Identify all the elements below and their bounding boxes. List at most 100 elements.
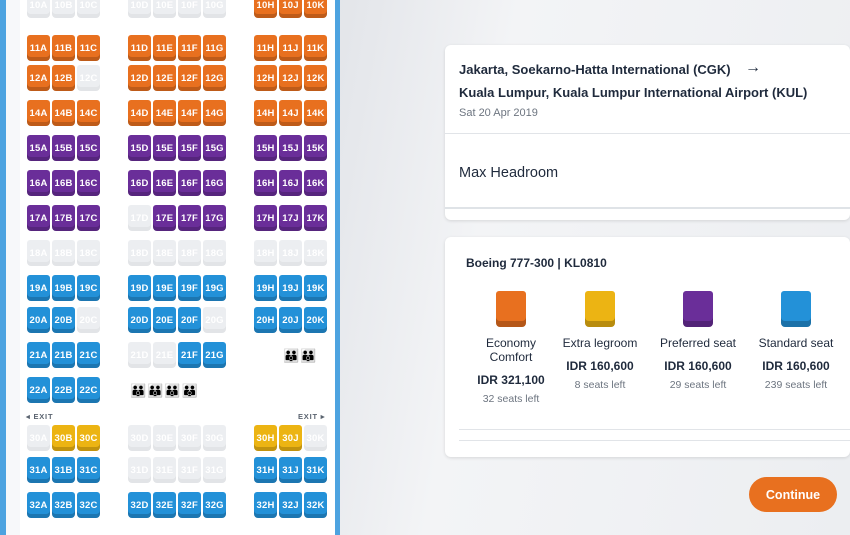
seat-15E[interactable]: 15E [153,135,176,161]
seat-11G[interactable]: 11G [203,35,226,61]
seat-20E[interactable]: 20E [153,307,176,333]
seat-22B[interactable]: 22B [52,377,75,403]
seat-21B[interactable]: 21B [52,342,75,368]
seat-32F[interactable]: 32F [178,492,201,518]
seat-12K[interactable]: 12K [304,65,327,91]
seat-22A[interactable]: 22A [27,377,50,403]
seat-21C[interactable]: 21C [77,342,100,368]
seat-15D[interactable]: 15D [128,135,151,161]
seat-30C[interactable]: 30C [77,425,100,451]
seat-31H[interactable]: 31H [254,457,277,483]
seat-14G[interactable]: 14G [203,100,226,126]
seat-31J[interactable]: 31J [279,457,302,483]
seat-12D[interactable]: 12D [128,65,151,91]
seat-32K[interactable]: 32K [304,492,327,518]
seat-21A[interactable]: 21A [27,342,50,368]
seat-17G[interactable]: 17G [203,205,226,231]
seat-31B[interactable]: 31B [52,457,75,483]
seat-15A[interactable]: 15A [27,135,50,161]
seat-11C[interactable]: 11C [77,35,100,61]
seat-16C[interactable]: 16C [77,170,100,196]
seat-11J[interactable]: 11J [279,35,302,61]
seat-16B[interactable]: 16B [52,170,75,196]
seat-20K[interactable]: 20K [304,307,327,333]
seat-32A[interactable]: 32A [27,492,50,518]
seat-19A[interactable]: 19A [27,275,50,301]
seat-19J[interactable]: 19J [279,275,302,301]
seat-14B[interactable]: 14B [52,100,75,126]
seat-16A[interactable]: 16A [27,170,50,196]
seat-32G[interactable]: 32G [203,492,226,518]
seat-12A[interactable]: 12A [27,65,50,91]
seat-20F[interactable]: 20F [178,307,201,333]
seat-16K[interactable]: 16K [304,170,327,196]
seat-12J[interactable]: 12J [279,65,302,91]
seat-31K[interactable]: 31K [304,457,327,483]
seat-30J[interactable]: 30J [279,425,302,451]
seat-17C[interactable]: 17C [77,205,100,231]
seat-32E[interactable]: 32E [153,492,176,518]
seat-16E[interactable]: 16E [153,170,176,196]
seat-20H[interactable]: 20H [254,307,277,333]
seat-15H[interactable]: 15H [254,135,277,161]
seat-19D[interactable]: 19D [128,275,151,301]
seat-10J[interactable]: 10J [279,0,302,18]
seat-11E[interactable]: 11E [153,35,176,61]
seat-14F[interactable]: 14F [178,100,201,126]
seat-19C[interactable]: 19C [77,275,100,301]
seat-11F[interactable]: 11F [178,35,201,61]
seat-14A[interactable]: 14A [27,100,50,126]
seat-12F[interactable]: 12F [178,65,201,91]
seat-20J[interactable]: 20J [279,307,302,333]
selected-seat-label[interactable]: Max Headroom [459,165,559,181]
seat-30H[interactable]: 30H [254,425,277,451]
continue-button[interactable]: Continue [749,477,837,512]
seat-14H[interactable]: 14H [254,100,277,126]
seat-10K[interactable]: 10K [304,0,327,18]
seat-20A[interactable]: 20A [27,307,50,333]
seat-11A[interactable]: 11A [27,35,50,61]
seat-16J[interactable]: 16J [279,170,302,196]
seat-32D[interactable]: 32D [128,492,151,518]
seat-31A[interactable]: 31A [27,457,50,483]
seat-15F[interactable]: 15F [178,135,201,161]
seat-21G[interactable]: 21G [203,342,226,368]
seat-15K[interactable]: 15K [304,135,327,161]
seat-22C[interactable]: 22C [77,377,100,403]
seat-20B[interactable]: 20B [52,307,75,333]
seat-17K[interactable]: 17K [304,205,327,231]
seat-14C[interactable]: 14C [77,100,100,126]
seat-17F[interactable]: 17F [178,205,201,231]
seat-32H[interactable]: 32H [254,492,277,518]
seat-10H[interactable]: 10H [254,0,277,18]
seat-32C[interactable]: 32C [77,492,100,518]
seat-14J[interactable]: 14J [279,100,302,126]
seat-16G[interactable]: 16G [203,170,226,196]
seat-17B[interactable]: 17B [52,205,75,231]
seat-12H[interactable]: 12H [254,65,277,91]
seat-20D[interactable]: 20D [128,307,151,333]
seat-15B[interactable]: 15B [52,135,75,161]
seat-11B[interactable]: 11B [52,35,75,61]
seat-11H[interactable]: 11H [254,35,277,61]
seat-32B[interactable]: 32B [52,492,75,518]
seat-32J[interactable]: 32J [279,492,302,518]
seat-12E[interactable]: 12E [153,65,176,91]
seat-11D[interactable]: 11D [128,35,151,61]
seat-17H[interactable]: 17H [254,205,277,231]
seat-16F[interactable]: 16F [178,170,201,196]
seat-19E[interactable]: 19E [153,275,176,301]
seat-14E[interactable]: 14E [153,100,176,126]
seat-17A[interactable]: 17A [27,205,50,231]
seat-19G[interactable]: 19G [203,275,226,301]
seat-31C[interactable]: 31C [77,457,100,483]
seat-17E[interactable]: 17E [153,205,176,231]
seat-19K[interactable]: 19K [304,275,327,301]
seat-14D[interactable]: 14D [128,100,151,126]
seat-14K[interactable]: 14K [304,100,327,126]
seat-15C[interactable]: 15C [77,135,100,161]
seat-17J[interactable]: 17J [279,205,302,231]
seat-16H[interactable]: 16H [254,170,277,196]
seat-30B[interactable]: 30B [52,425,75,451]
seat-19H[interactable]: 19H [254,275,277,301]
